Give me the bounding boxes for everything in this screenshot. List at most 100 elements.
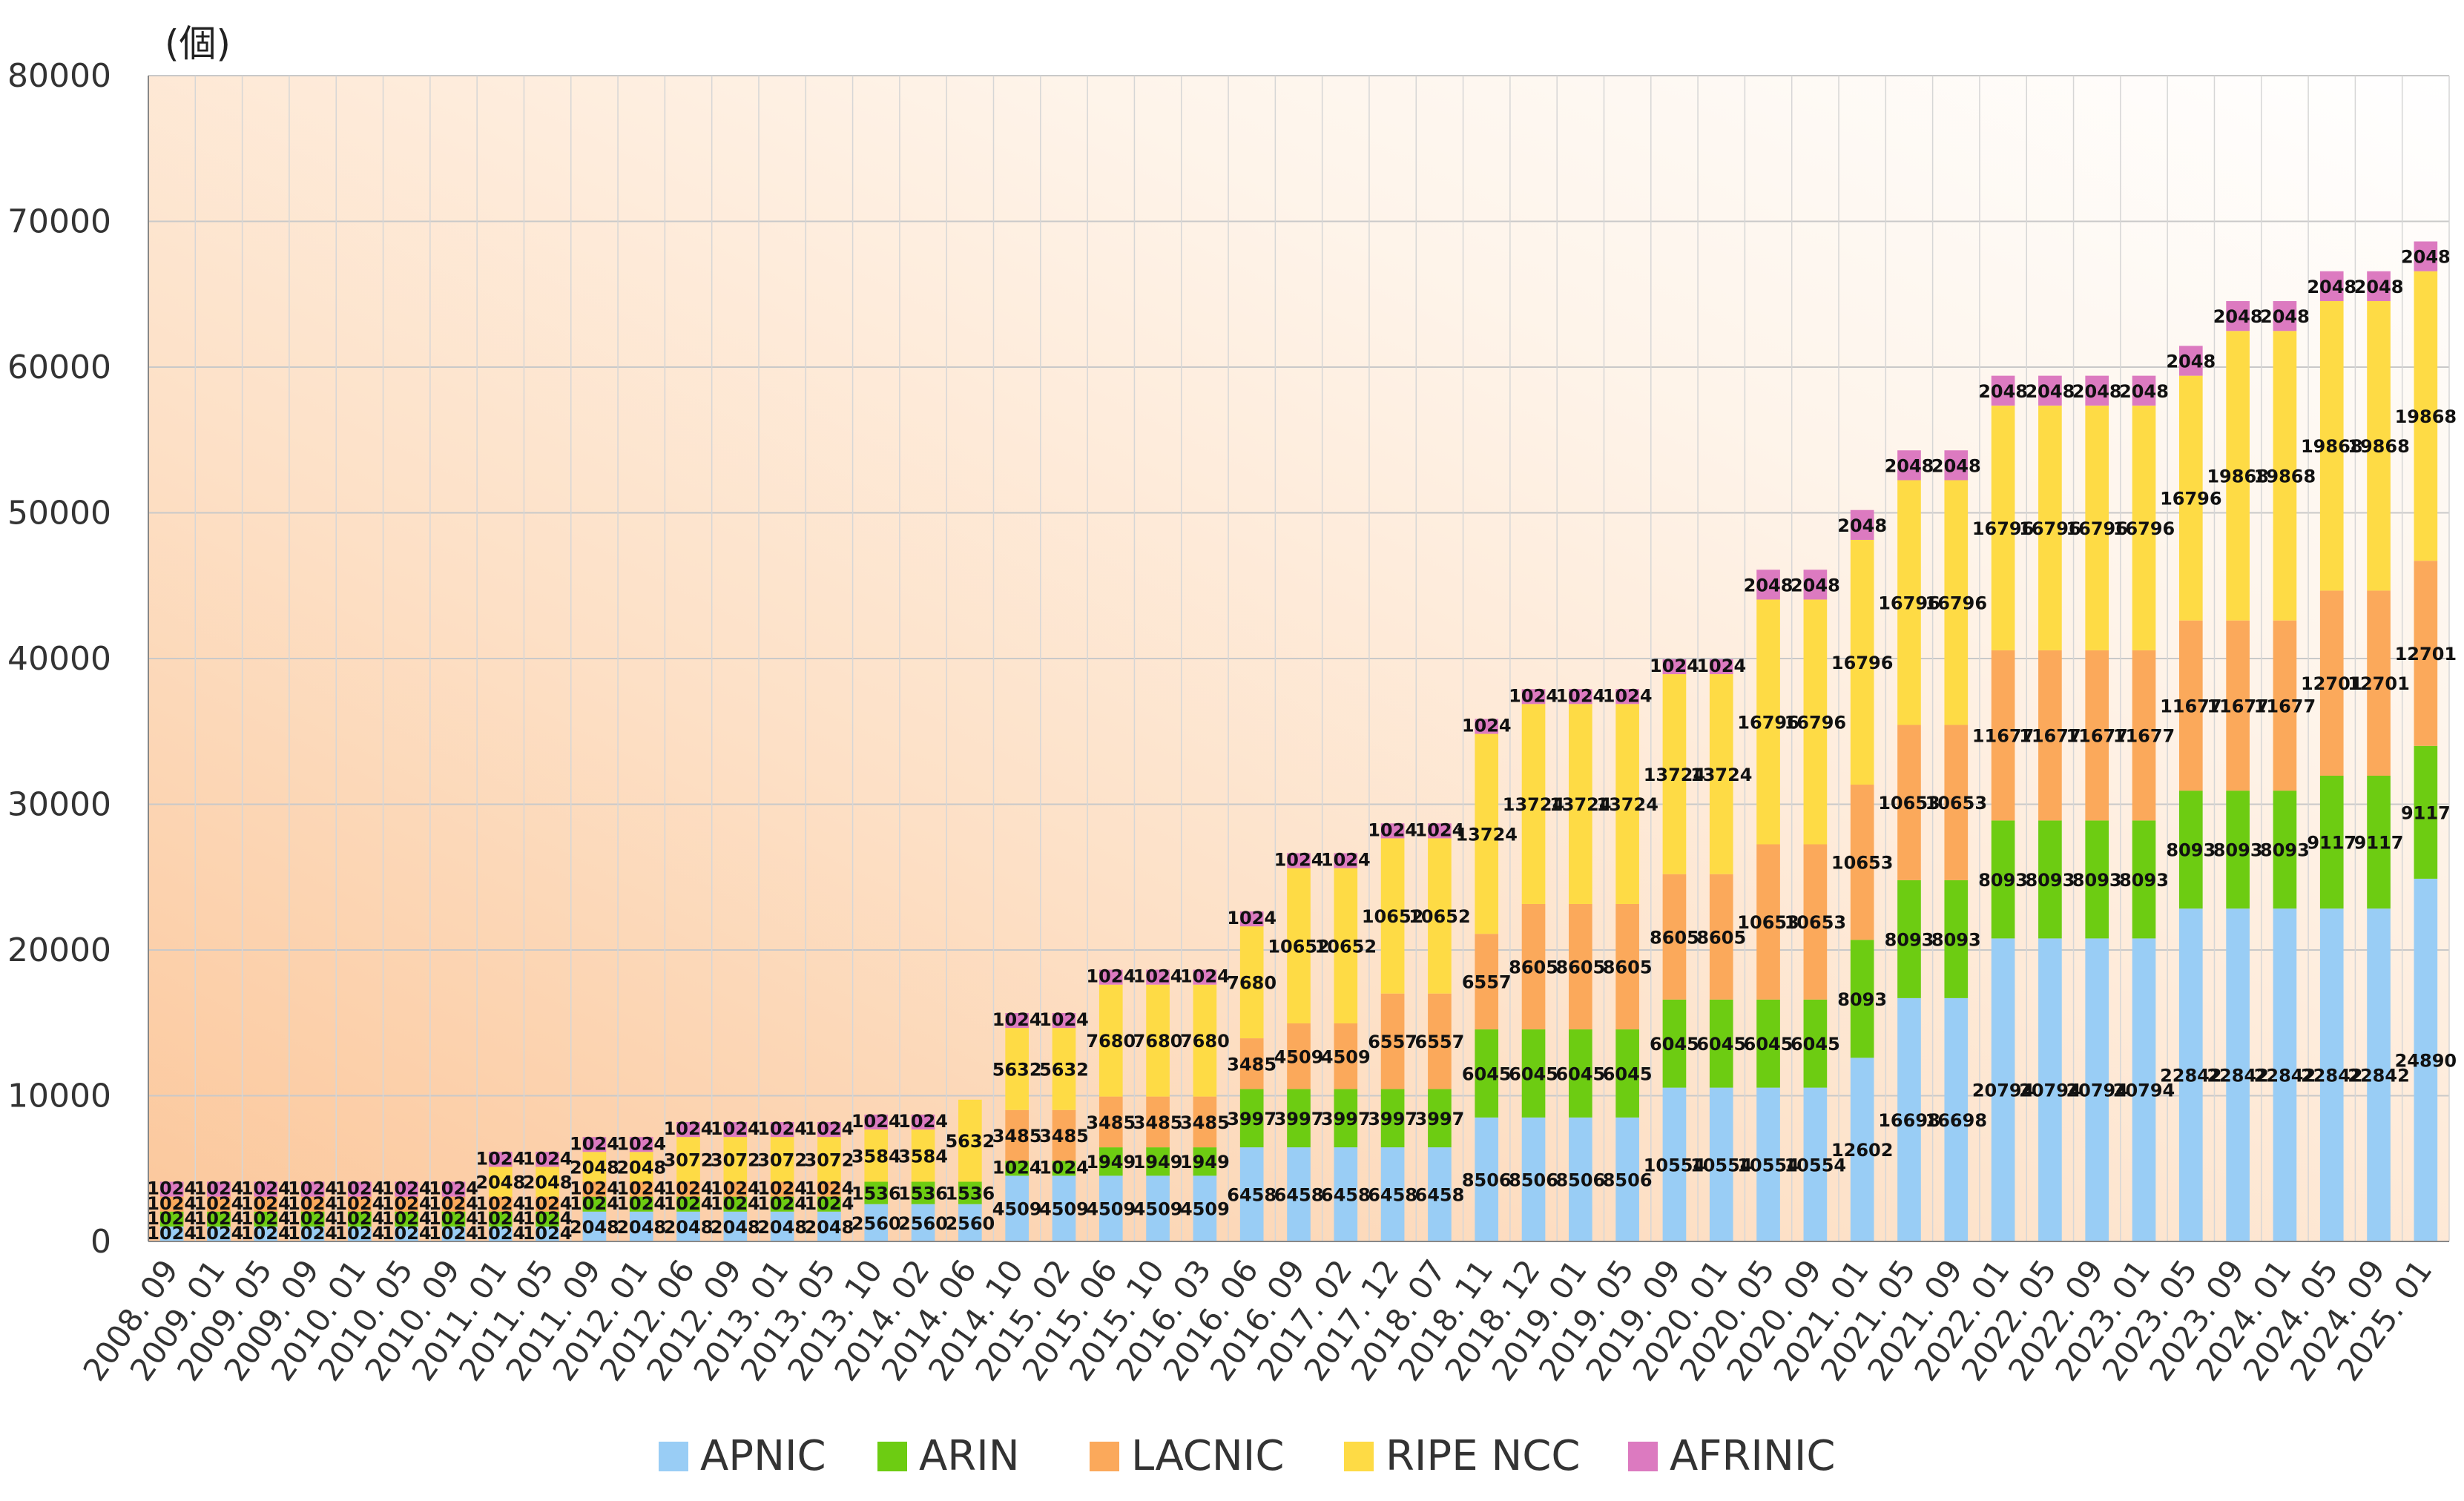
bar-segment-apnic — [488, 1226, 513, 1241]
bar-segment-ripe-ncc — [723, 1137, 748, 1182]
bar-segment-apnic — [1709, 1087, 1733, 1241]
data-label: 20794 — [1972, 1081, 2035, 1101]
bar-segment-lacnic — [2085, 650, 2109, 821]
bar-segment-apnic — [1756, 1087, 1780, 1241]
data-label: 11677 — [2207, 696, 2269, 716]
data-label: 1536 — [851, 1184, 901, 1204]
data-label: 8506 — [1603, 1170, 1653, 1190]
data-label: 3485 — [1133, 1112, 1183, 1133]
bar-segment-arin — [536, 1211, 559, 1227]
data-label: 11677 — [2254, 696, 2316, 716]
bar-segment-ripe-ncc — [911, 1129, 935, 1182]
bar-segment-ripe-ncc — [536, 1167, 559, 1197]
bar-segment-lacnic — [2178, 620, 2203, 791]
data-label: 3997 — [1415, 1109, 1465, 1129]
data-label: 22842 — [2348, 1066, 2410, 1086]
legend-swatch — [1344, 1442, 1374, 1471]
data-label: 1024 — [664, 1178, 714, 1199]
data-label: 2048 — [2213, 306, 2263, 327]
data-label: 1024 — [570, 1178, 619, 1199]
bar-segment-afrinic — [488, 1152, 513, 1167]
bar-segment-lacnic — [1098, 1096, 1123, 1148]
data-label: 1024 — [523, 1223, 573, 1244]
data-label: 1024 — [382, 1178, 432, 1199]
data-label: 9117 — [2401, 802, 2451, 823]
bar-segment-lacnic — [1897, 725, 1921, 880]
data-label: 2048 — [2307, 277, 2356, 297]
bar-segment-apnic — [2319, 908, 2344, 1241]
bar-segment-ripe-ncc — [1428, 838, 1452, 994]
bar-segment-afrinic — [441, 1181, 466, 1197]
data-label: 1024 — [757, 1178, 807, 1199]
bar-segment-ripe-ncc — [958, 1099, 982, 1182]
bar-segment-arin — [817, 1196, 841, 1212]
bar-segment-apnic — [911, 1204, 935, 1241]
bar-segment-afrinic — [300, 1181, 325, 1197]
bar-segment-afrinic — [1850, 509, 1874, 540]
bar-segment-arin — [1334, 1089, 1358, 1148]
data-label: 1024 — [382, 1193, 432, 1214]
data-label: 8605 — [1603, 957, 1653, 978]
data-label: 2560 — [851, 1213, 901, 1234]
bar-segment-arin — [1287, 1089, 1311, 1148]
data-label: 16796 — [1878, 593, 1940, 614]
bar-segment-ripe-ncc — [1944, 480, 1969, 725]
data-label: 3584 — [898, 1146, 948, 1167]
bar-segment-lacnic — [2038, 650, 2062, 821]
bar-segment-afrinic — [1991, 375, 2015, 406]
bar-segment-ripe-ncc — [1850, 539, 1874, 785]
bar-segment-apnic — [1146, 1175, 1170, 1241]
bar-segment-apnic — [864, 1204, 889, 1241]
legend-label: ARIN — [919, 1432, 1020, 1480]
data-label: 16796 — [2160, 489, 2222, 509]
data-label: 7680 — [1133, 1031, 1183, 1052]
data-label: 13724 — [1644, 765, 1706, 785]
data-label: 8093 — [2025, 870, 2075, 891]
bar-segment-arin — [1756, 999, 1780, 1088]
y-tick-label: 30000 — [7, 786, 111, 824]
data-label: 13724 — [1549, 794, 1612, 815]
data-label: 1024 — [335, 1193, 384, 1214]
bar-segment-ripe-ncc — [2132, 405, 2156, 650]
bar-segment-apnic — [2367, 908, 2391, 1241]
data-label: 8506 — [1509, 1170, 1558, 1190]
data-label: 1024 — [523, 1208, 573, 1229]
data-label: 6045 — [1603, 1063, 1653, 1084]
y-tick-label: 0 — [90, 1223, 111, 1261]
data-label: 1024 — [711, 1178, 760, 1199]
data-label: 2048 — [1931, 455, 1981, 476]
y-tick-label: 60000 — [7, 349, 111, 386]
data-label: 19868 — [2207, 466, 2269, 486]
data-label: 7680 — [1086, 1031, 1136, 1052]
bar-segment-ripe-ncc — [1098, 984, 1123, 1097]
bar-segment-arin — [1052, 1161, 1076, 1176]
data-label: 16796 — [1737, 712, 1799, 733]
bar-segment-arin — [864, 1181, 889, 1204]
bar-segment-ripe-ncc — [629, 1152, 653, 1182]
data-label: 6557 — [1415, 1032, 1465, 1052]
data-label: 8093 — [2260, 840, 2310, 861]
y-unit-label: (個) — [165, 22, 231, 65]
data-label: 1024 — [429, 1193, 478, 1214]
bar-segment-arin — [1662, 999, 1687, 1088]
data-label: 8093 — [1931, 929, 1981, 950]
bar-segment-ripe-ncc — [770, 1137, 794, 1182]
bar-segment-arin — [395, 1211, 419, 1227]
bar-segment-apnic — [2038, 938, 2062, 1241]
bar-segment-ripe-ncc — [1475, 733, 1499, 934]
bar-segment-afrinic — [348, 1181, 372, 1197]
data-label: 1024 — [711, 1193, 760, 1214]
data-label: 3997 — [1227, 1109, 1277, 1129]
bar-segment-ripe-ncc — [2178, 375, 2203, 621]
bar-segment-apnic — [1428, 1147, 1452, 1241]
bar-segment-arin — [1098, 1147, 1123, 1176]
data-label: 1024 — [664, 1193, 714, 1214]
bar-segment-lacnic — [629, 1181, 653, 1197]
data-label: 13724 — [1503, 794, 1565, 815]
bar-segment-arin — [488, 1211, 513, 1227]
data-label: 8093 — [1978, 870, 2028, 891]
data-label: 11677 — [2066, 726, 2128, 747]
bar-segment-afrinic — [1005, 1013, 1029, 1029]
bar-segment-afrinic — [582, 1137, 607, 1152]
data-label: 1024 — [1039, 1157, 1089, 1178]
